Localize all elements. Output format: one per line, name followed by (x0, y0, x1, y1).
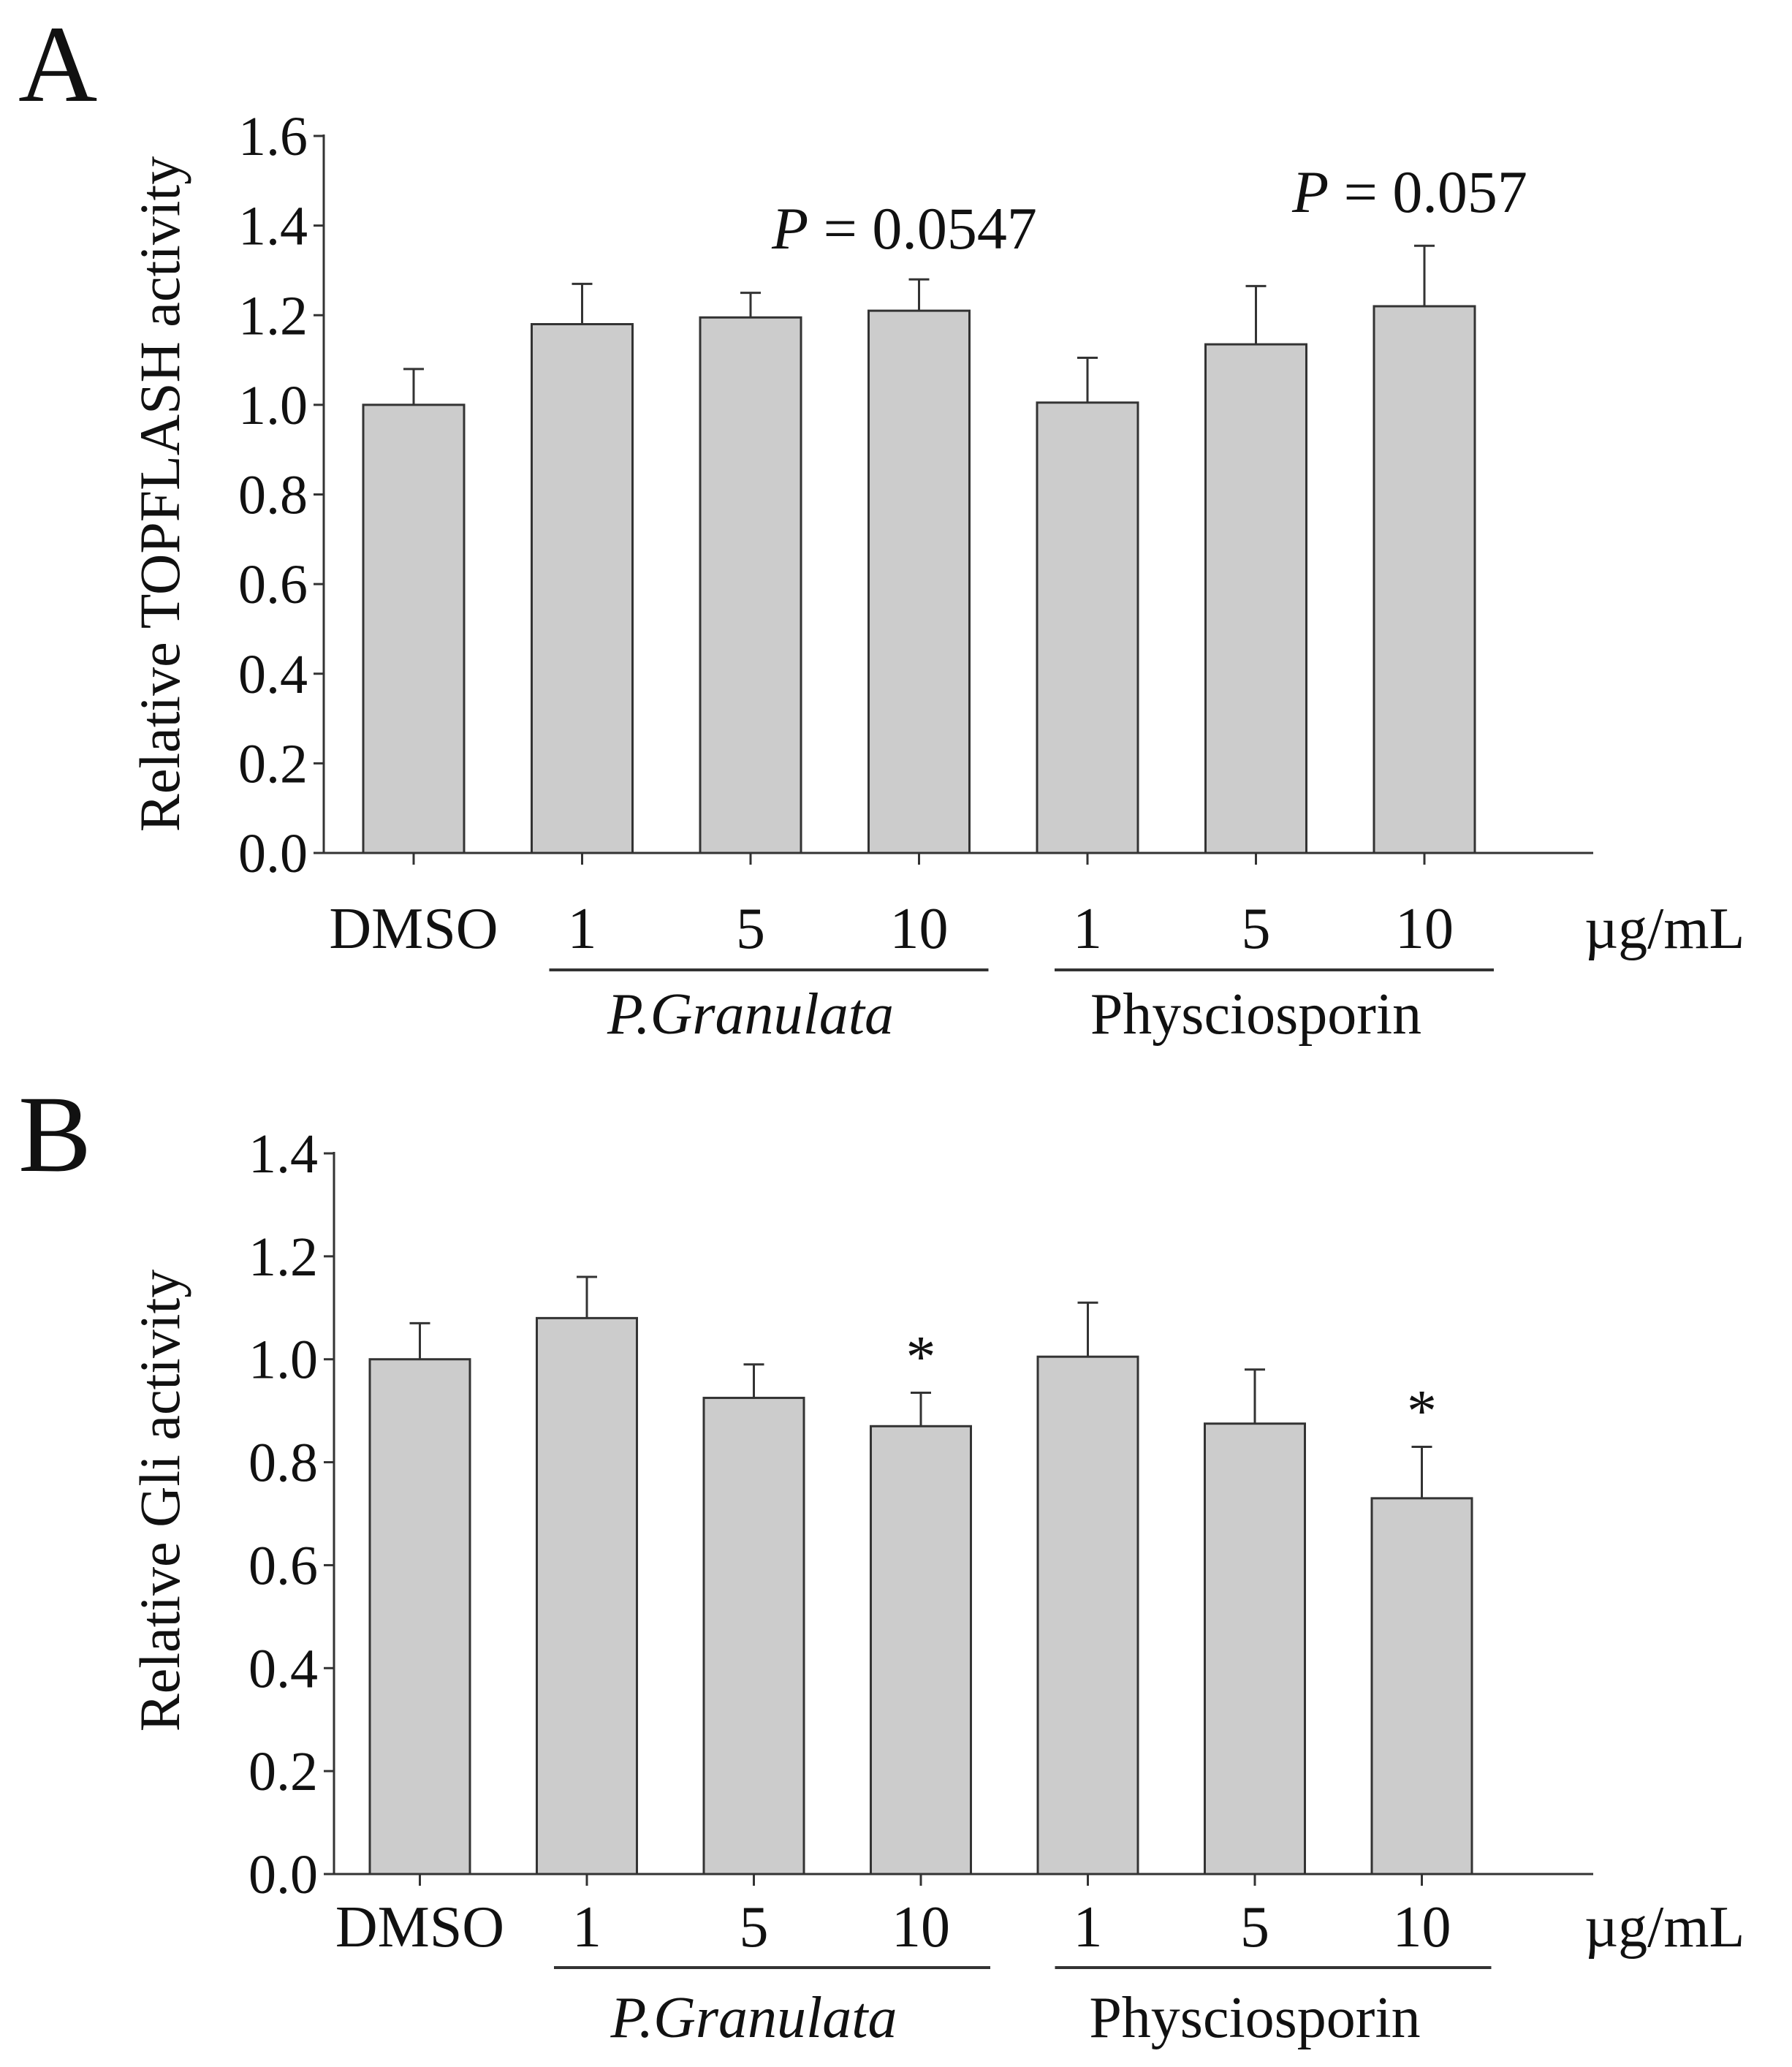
p-value-annotation: P = 0.057 (1291, 159, 1527, 225)
y-axis-title: Relative TOPFLASH activity (128, 156, 191, 832)
y-tick-label: 0.8 (248, 1433, 318, 1494)
unit-label: µg/mL (1584, 1895, 1744, 1960)
bar (1370, 1497, 1473, 1876)
panel-label: B (18, 1074, 91, 1195)
x-tick-label: 5 (1242, 897, 1271, 961)
y-tick-label: 0.0 (248, 1844, 318, 1905)
bar (702, 1397, 805, 1876)
y-tick-label: 1.6 (238, 106, 308, 167)
y-tick-label: 0.4 (248, 1638, 318, 1699)
bar (368, 1358, 471, 1876)
y-tick-label: 0.8 (238, 465, 308, 526)
bar (1036, 401, 1139, 854)
y-tick-label: 1.0 (248, 1330, 318, 1391)
x-tick-label: 10 (892, 1895, 950, 1960)
x-tick-label: 1 (572, 1895, 601, 1960)
x-tick-label: 5 (740, 1895, 769, 1960)
y-tick-label: 1.0 (238, 375, 308, 436)
panel-b: B 0.0 0.2 0.4 0.6 0.8 1.0 1.2 1.4 Relative Gli ac… (18, 1074, 1744, 2050)
y-tick-label: 0.6 (248, 1535, 318, 1596)
bar (536, 1316, 638, 1876)
y-tick-label: 0.2 (248, 1741, 318, 1802)
y-tick-label: 1.2 (238, 285, 308, 346)
p-value-annotation: P = 0.0547 (771, 195, 1037, 262)
y-tick-label: 0.6 (238, 554, 308, 615)
y-tick-label: 1.4 (248, 1123, 318, 1185)
bar (1036, 1355, 1139, 1876)
group-label: P.Granulata (610, 1986, 897, 2050)
significance-asterisk: * (1407, 1377, 1437, 1444)
bar (867, 309, 971, 854)
bar (531, 323, 634, 854)
x-tick-label: 10 (1393, 1895, 1451, 1960)
y-tick-label: 1.4 (238, 196, 308, 257)
bar (699, 316, 802, 854)
bar (362, 403, 466, 854)
group-label: Physciosporin (1089, 1986, 1420, 2050)
x-tick-label: 1 (568, 897, 597, 961)
x-tick-label: DMSO (329, 897, 498, 961)
bar (1204, 1422, 1306, 1876)
bar (1204, 343, 1307, 854)
x-tick-label: DMSO (335, 1895, 504, 1960)
y-tick-label: 0.0 (238, 823, 308, 884)
group-label: Physciosporin (1090, 982, 1421, 1047)
y-axis-title: Relative Gli activity (128, 1270, 191, 1732)
x-tick-label: 10 (1395, 897, 1454, 961)
panel-label: A (18, 4, 97, 125)
x-tick-label: 1 (1073, 897, 1102, 961)
x-tick-label: 1 (1074, 1895, 1103, 1960)
group-label: P.Granulata (607, 982, 894, 1047)
unit-label: µg/mL (1584, 897, 1744, 961)
panel-a: A 0.0 0.2 0.4 0.6 0.8 1.0 1.2 1.4 1.6 Relative TOP… (18, 4, 1744, 1047)
x-tick-label: 5 (1240, 1895, 1269, 1960)
significance-asterisk: * (906, 1323, 936, 1389)
x-tick-label: 5 (736, 897, 765, 961)
y-tick-label: 0.4 (238, 644, 308, 705)
bar (1373, 305, 1476, 854)
y-tick-label: 1.2 (248, 1226, 318, 1288)
y-tick-label: 0.2 (238, 733, 308, 794)
x-tick-label: 10 (890, 897, 949, 961)
bar (870, 1425, 972, 1876)
